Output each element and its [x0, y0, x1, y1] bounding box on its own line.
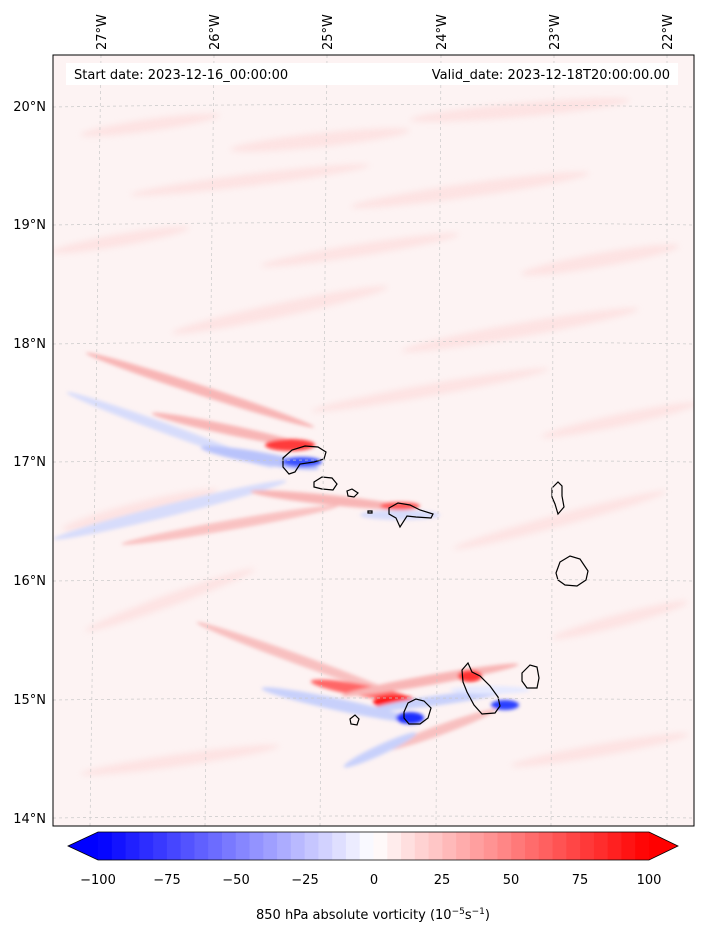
- lon-tick-label: 26°W: [208, 14, 223, 50]
- colorbar-tick-label: 0: [370, 873, 378, 888]
- lat-tick-labels: 20°N 19°N 18°N 17°N 16°N 15°N 14°N: [13, 100, 46, 827]
- start-date-label: Start date: 2023-12-16_00:00:00: [74, 68, 288, 83]
- lat-tick-label: 15°N: [13, 693, 46, 708]
- colorbar-segment: [249, 832, 264, 860]
- colorbar-segment: [180, 832, 195, 860]
- lat-tick-label: 19°N: [13, 218, 46, 233]
- lat-tick-label: 17°N: [13, 455, 46, 470]
- colorbar-segment: [125, 832, 140, 860]
- colorbar-segment: [593, 832, 609, 860]
- colorbar-segment: [401, 832, 416, 860]
- colorbar-segment: [111, 832, 127, 860]
- colorbar-extend-min: [68, 832, 98, 860]
- colorbar-outline: [67, 831, 679, 861]
- colorbar-segment: [607, 832, 622, 860]
- colorbar-segment: [208, 832, 223, 860]
- vorticity-field: [53, 55, 694, 826]
- colorbar-segment: [98, 832, 113, 860]
- lat-tick-label: 18°N: [13, 337, 46, 352]
- colorbar-segment: [139, 832, 154, 860]
- colorbar-segment: [387, 832, 402, 860]
- colorbar-segment: [538, 832, 554, 860]
- colorbar-segment: [580, 832, 595, 860]
- valid-date-label: Valid_date: 2023-12-18T20:00:00.00: [432, 68, 670, 83]
- colorbar-tick-label: 100: [637, 873, 662, 888]
- gridlines: [53, 55, 694, 826]
- colorbar-segment: [345, 832, 361, 860]
- lon-tick-labels: 27°W 26°W 25°W 24°W 23°W 22°W: [95, 14, 676, 50]
- colorbar-segment: [428, 832, 443, 860]
- colorbar-tick-label: 75: [572, 873, 589, 888]
- colorbar-tick-label: −100: [80, 873, 116, 888]
- colorbar-segment: [359, 832, 374, 860]
- colorbar-segment: [456, 832, 471, 860]
- lon-tick-label: 24°W: [435, 14, 450, 50]
- colorbar-segment: [318, 832, 333, 860]
- colorbar-tick-label: −25: [291, 873, 318, 888]
- lat-tick-label: 20°N: [13, 100, 46, 115]
- colorbar-segment: [621, 832, 636, 860]
- colorbar-tick-label: 25: [434, 873, 451, 888]
- lon-tick-label: 23°W: [548, 14, 563, 50]
- colorbar-segment: [635, 832, 650, 860]
- map-frame: [52, 54, 695, 827]
- colorbar-segment: [194, 832, 209, 860]
- colorbar-extend-max: [649, 832, 678, 860]
- colorbar-segment: [483, 832, 498, 860]
- colorbar-segment: [235, 832, 251, 860]
- lat-tick-label: 14°N: [13, 812, 46, 827]
- colorbar-tick-label: −75: [153, 873, 180, 888]
- colorbar-segment: [277, 832, 292, 860]
- lon-tick-label: 25°W: [321, 14, 336, 50]
- lat-tick-label: 16°N: [13, 574, 46, 589]
- colorbar-segment: [166, 832, 182, 860]
- colorbar: [67, 831, 679, 861]
- colorbar-segment: [525, 832, 540, 860]
- colorbar-segment: [566, 832, 581, 860]
- colorbar-segment: [552, 832, 567, 860]
- colorbar-segment: [153, 832, 168, 860]
- colorbar-segment: [221, 832, 237, 860]
- colorbar-segment: [442, 832, 457, 860]
- colorbar-segment: [263, 832, 278, 860]
- colorbar-segment: [304, 832, 319, 860]
- colorbar-segment: [414, 832, 430, 860]
- colorbar-segment: [373, 832, 388, 860]
- colorbar-segment: [497, 832, 512, 860]
- coastlines: [282, 445, 589, 726]
- lon-tick-label: 27°W: [95, 14, 110, 50]
- colorbar-segment: [290, 832, 306, 860]
- colorbar-segment: [332, 832, 347, 860]
- colorbar-segment: [511, 832, 526, 860]
- colorbar-tick-label: −50: [222, 873, 249, 888]
- lon-tick-label: 22°W: [661, 14, 676, 50]
- colorbar-segment: [469, 832, 485, 860]
- colorbar-tick-labels: −100 −75 −50 −25 0 25 50 75 100: [80, 873, 661, 888]
- colorbar-tick-label: 50: [503, 873, 520, 888]
- colorbar-label: 850 hPa absolute vorticity (10−5s−1): [256, 907, 490, 923]
- info-box: [66, 63, 678, 85]
